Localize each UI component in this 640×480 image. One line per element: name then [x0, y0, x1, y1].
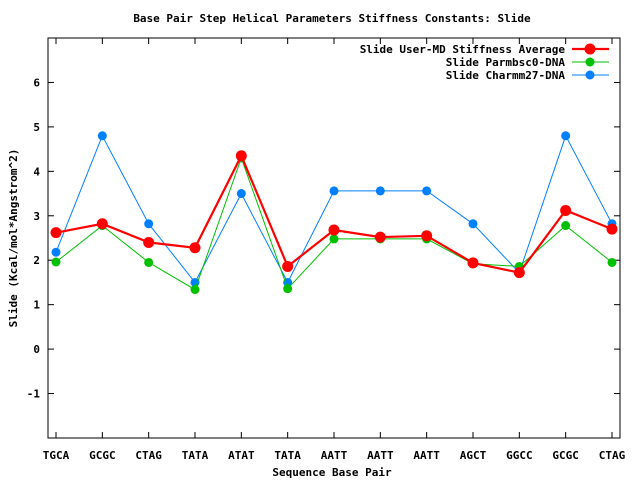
series-point	[50, 227, 62, 239]
series-layer	[50, 131, 618, 295]
series-1	[50, 150, 618, 279]
series-point	[328, 224, 340, 236]
series-point	[235, 150, 247, 162]
x-axis-label: Sequence Base Pair	[272, 466, 392, 479]
series-point	[606, 223, 618, 235]
legend-label: Slide User-MD Stiffness Average	[360, 43, 566, 56]
series-point	[236, 189, 246, 199]
series-point	[51, 257, 61, 267]
series-point	[561, 221, 571, 231]
legend-marker	[585, 70, 595, 80]
series-point	[421, 230, 433, 242]
series-point	[513, 267, 525, 279]
series-point	[189, 242, 201, 254]
x-tick-label: AATT	[367, 449, 394, 462]
x-tick-label: AGCT	[460, 449, 487, 462]
chart-title: Base Pair Step Helical Parameters Stiffn…	[133, 12, 531, 25]
x-tick-label: CTAG	[599, 449, 626, 462]
x-tick-label: TATA	[274, 449, 301, 462]
legend-marker	[584, 43, 596, 55]
x-tick-label: GCGC	[89, 449, 116, 462]
y-tick-label: 3	[33, 210, 40, 223]
legend-marker	[585, 57, 595, 67]
series-point	[51, 247, 61, 257]
series-point	[190, 285, 200, 295]
series-point	[144, 219, 154, 229]
series-3	[51, 131, 617, 287]
series-point	[374, 231, 386, 243]
series-point	[97, 131, 107, 141]
series-point	[607, 257, 617, 267]
series-point	[329, 234, 339, 244]
series-point	[283, 277, 293, 287]
x-tick-label: TGCA	[43, 449, 70, 462]
series-point	[375, 186, 385, 196]
series-point	[560, 204, 572, 216]
series-point	[96, 218, 108, 230]
y-tick-label: 0	[33, 343, 40, 356]
y-tick-label: 2	[33, 254, 40, 267]
x-axis: TGCA GCGC CTAG TATA ATAT TATA AATT AATT AATT AGCT…	[43, 38, 626, 462]
legend-label: Slide Parmbsc0-DNA	[446, 56, 566, 69]
series-point	[282, 260, 294, 272]
series-point	[467, 257, 479, 269]
y-tick-label: 6	[33, 76, 40, 89]
y-tick-label: 5	[33, 121, 40, 134]
series-point	[561, 131, 571, 141]
series-2	[51, 153, 617, 295]
series-point	[422, 186, 432, 196]
y-tick-label: 4	[33, 165, 40, 178]
x-tick-label: GGCC	[506, 449, 533, 462]
series-point	[143, 236, 155, 248]
series-point	[468, 219, 478, 229]
x-tick-label: ATAT	[228, 449, 255, 462]
x-tick-label: GCGC	[552, 449, 579, 462]
series-point	[329, 186, 339, 196]
series-line	[55, 156, 613, 291]
x-tick-label: AATT	[321, 449, 348, 462]
y-axis: -1 0 1 2 3 4 5 6	[27, 76, 620, 401]
series-point	[144, 257, 154, 267]
x-tick-label: TATA	[182, 449, 209, 462]
x-tick-label: CTAG	[135, 449, 162, 462]
y-tick-label: -1	[27, 388, 41, 401]
series-point	[283, 284, 293, 294]
x-tick-label: AATT	[413, 449, 440, 462]
legend-label: Slide Charmm27-DNA	[446, 69, 566, 82]
y-axis-label: Slide (Kcal/mol*Angstrom^2)	[7, 149, 20, 328]
y-tick-label: 1	[33, 299, 40, 312]
